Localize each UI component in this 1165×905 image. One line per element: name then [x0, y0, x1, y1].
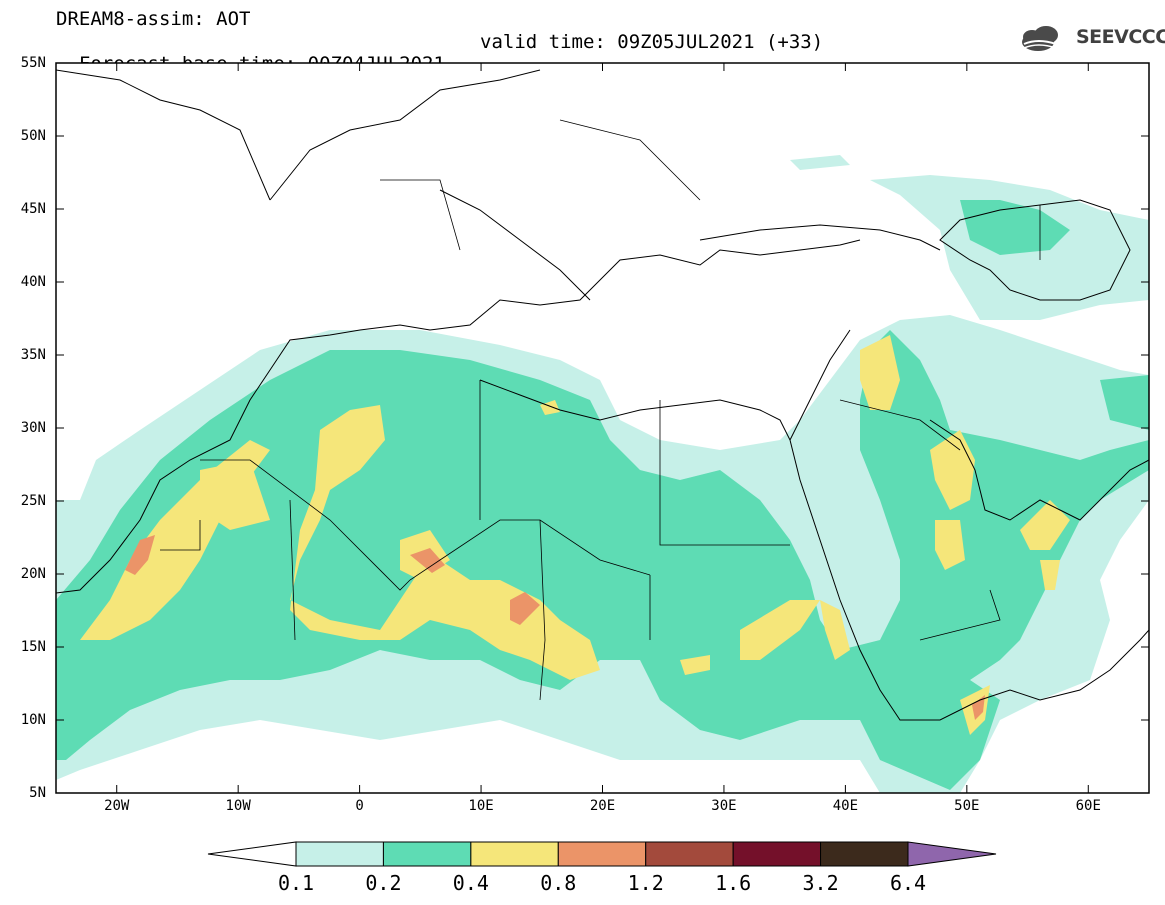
colorbar-box: [295, 841, 384, 867]
colorbar-label: 6.4: [889, 871, 927, 895]
lat-label: 5N: [29, 785, 46, 801]
country-borders: [160, 119, 1041, 701]
lat-label: 30N: [20, 420, 46, 436]
lat-label: 20N: [20, 566, 46, 582]
lon-label: 20E: [589, 798, 616, 814]
lon-label: 20W: [104, 798, 130, 814]
lon-label: 10W: [225, 798, 251, 814]
chart-title: DREAM8-assim: AOT: [56, 8, 251, 30]
lon-label: 10E: [468, 798, 494, 814]
lon-label: 60E: [1075, 798, 1101, 814]
colorbar-box: [557, 841, 647, 867]
colorbar-box: [382, 841, 472, 867]
lon-label: 40E: [832, 798, 859, 814]
colorbar: [207, 841, 997, 867]
lat-label: 45N: [20, 201, 46, 217]
lon-label: 50E: [954, 798, 980, 814]
lat-label: 10N: [20, 712, 46, 728]
colorbar-box: [732, 841, 822, 867]
logo-text: SEEVCCC: [1076, 26, 1165, 48]
lat-label: 40N: [20, 274, 46, 290]
colorbar-label: 0.2: [365, 871, 402, 895]
cloud-logo-icon: [1022, 26, 1058, 51]
lat-label: 50N: [20, 128, 46, 144]
colorbar-box: [470, 841, 559, 867]
colorbar-box: [820, 841, 909, 867]
colorbar-label: 0.4: [452, 871, 489, 895]
colorbar-box: [645, 841, 734, 867]
lat-label: 25N: [20, 493, 46, 509]
lon-label: 0: [355, 798, 364, 814]
colorbar-label: 0.8: [540, 871, 577, 895]
lat-label: 35N: [20, 347, 46, 363]
colorbar-label: 3.2: [802, 871, 839, 895]
colorbar-lower-arrow: [207, 841, 297, 867]
colorbar-label: 1.2: [627, 871, 664, 895]
colorbar-upper-arrow: [907, 841, 997, 867]
lat-label: 15N: [20, 639, 46, 655]
aot-level-0.8: [125, 535, 985, 720]
axis-ticks: [56, 62, 1149, 794]
aot-contours: [56, 155, 1149, 793]
colorbar-label: 0.1: [277, 871, 315, 895]
valid-time-text: valid time: 09Z05JUL2021 (+33): [480, 31, 824, 53]
lat-label: 55N: [20, 55, 46, 71]
lon-label: 30E: [711, 798, 737, 814]
colorbar-label: 1.6: [715, 871, 752, 895]
